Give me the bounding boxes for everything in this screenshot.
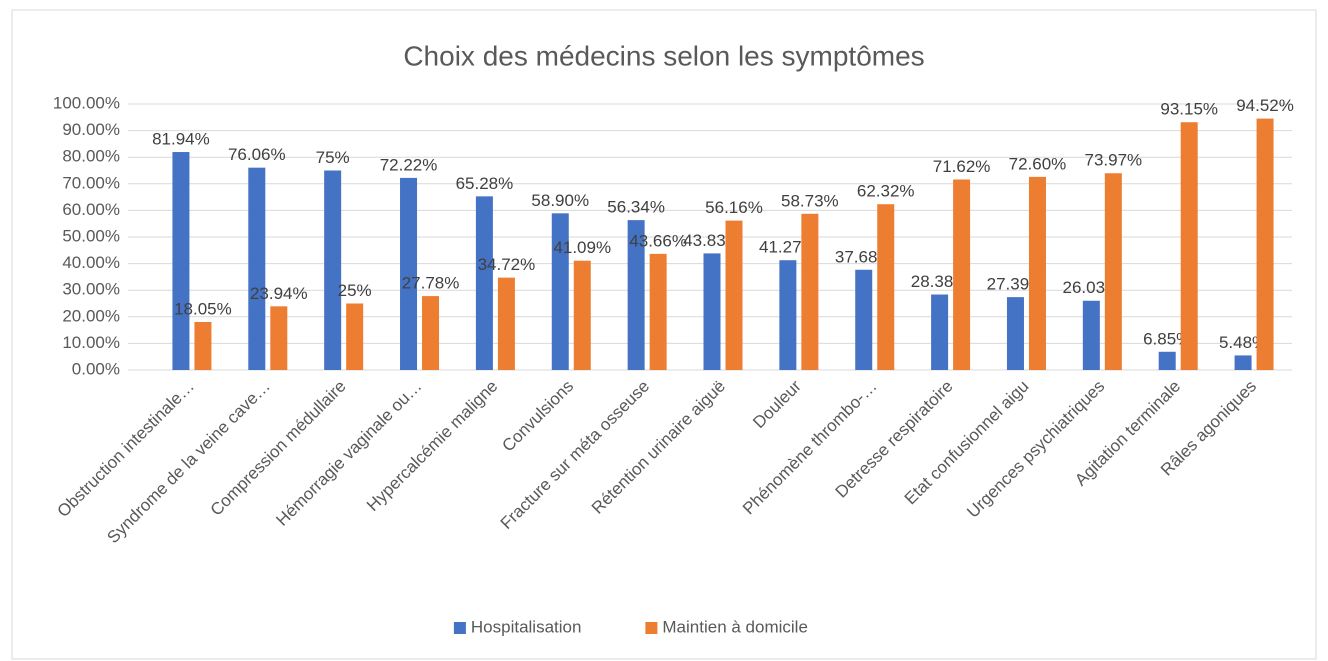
value-label: 27.78% [402, 274, 460, 293]
bar [422, 296, 440, 370]
bar [725, 220, 743, 370]
value-label: 34.72% [478, 255, 536, 274]
value-label: 5.48% [1219, 333, 1267, 352]
value-label: 43.66% [629, 231, 687, 250]
bar [779, 260, 797, 370]
bar [801, 213, 819, 370]
bar [1006, 297, 1024, 370]
value-label: 93.15% [1160, 100, 1218, 119]
value-label: 94.52% [1236, 96, 1294, 115]
value-label: 6.85% [1143, 329, 1191, 348]
bar [931, 294, 949, 370]
value-label: 75% [316, 148, 350, 167]
legend-swatch [645, 622, 658, 634]
y-tick-label: 30.00% [62, 280, 120, 299]
legend-label: Maintien à domicile [662, 617, 808, 636]
value-label: 73.97% [1084, 151, 1142, 170]
value-label: 18.05% [174, 299, 232, 318]
bar [248, 167, 266, 370]
y-tick-label: 0.00% [72, 359, 120, 378]
value-label: 25% [338, 281, 372, 300]
bar [1180, 122, 1198, 370]
legend-label: Hospitalisation [471, 617, 582, 636]
bar [1082, 300, 1100, 370]
y-tick-label: 80.00% [62, 147, 120, 166]
value-label: 62.32% [857, 182, 915, 201]
bar [703, 253, 721, 370]
value-label: 71.62% [933, 157, 991, 176]
value-label: 58.90% [531, 191, 589, 210]
value-label: 23.94% [250, 284, 308, 303]
y-tick-label: 10.00% [62, 333, 120, 352]
y-tick-label: 20.00% [62, 306, 120, 325]
bar [1104, 173, 1122, 370]
bar [1028, 176, 1046, 370]
chart-title: Choix des médecins selon les symptômes [403, 40, 924, 71]
bar [551, 213, 569, 370]
bar [324, 170, 342, 370]
bar [497, 277, 515, 370]
bar [627, 220, 645, 370]
value-label: 65.28% [456, 174, 514, 193]
value-label: 72.60% [1009, 154, 1067, 173]
legend-swatch [453, 622, 466, 634]
bar [649, 253, 667, 370]
bar [877, 204, 895, 370]
bar [1158, 351, 1176, 370]
y-tick-label: 100.00% [53, 93, 120, 112]
value-label: 41.09% [553, 238, 611, 257]
y-tick-label: 60.00% [62, 200, 120, 219]
value-label: 72.22% [380, 155, 438, 174]
y-tick-label: 70.00% [62, 173, 120, 192]
value-label: 81.94% [152, 130, 210, 149]
y-tick-label: 90.00% [62, 120, 120, 139]
value-label: 56.16% [705, 198, 763, 217]
value-label: 76.06% [228, 145, 286, 164]
bar [953, 179, 971, 370]
y-tick-label: 40.00% [62, 253, 120, 272]
y-tick-label: 50.00% [62, 226, 120, 245]
bar [400, 177, 418, 370]
bar [346, 303, 364, 370]
bar [855, 269, 873, 370]
value-label: 56.34% [607, 198, 665, 217]
bar [1256, 118, 1274, 370]
bar [270, 306, 288, 370]
bar [172, 152, 190, 370]
value-label: 58.73% [781, 191, 839, 210]
bar [573, 260, 591, 370]
bar [194, 321, 212, 370]
bar [1234, 355, 1252, 370]
bar [475, 196, 493, 370]
